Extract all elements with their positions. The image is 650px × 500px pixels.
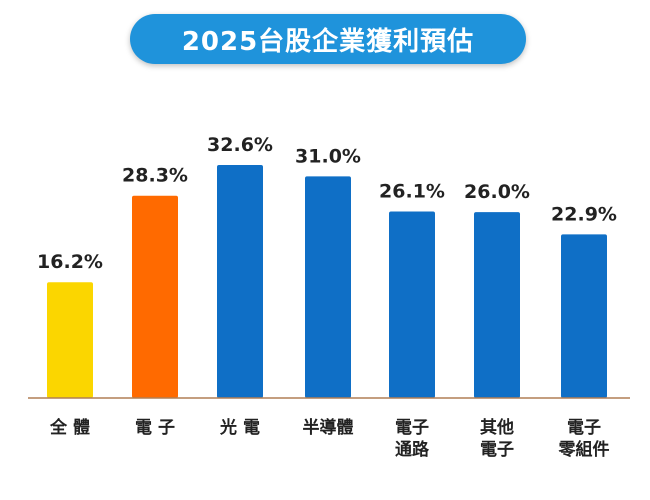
data-label-1: 16.2% — [37, 251, 103, 273]
category-label-7-line-2: 零組件 — [558, 439, 610, 460]
data-label-7: 22.9% — [551, 203, 617, 225]
bar-7 — [561, 234, 607, 398]
data-label-3: 32.6% — [207, 134, 273, 156]
data-label-5: 26.1% — [379, 180, 445, 202]
data-label-4: 31.0% — [295, 145, 361, 167]
category-label-6-line-1: 其他 — [480, 417, 514, 438]
category-label-1: 全 體 — [49, 417, 90, 438]
bar-4 — [305, 176, 351, 398]
chart-title-banner: 2025台股企業獲利預估 — [130, 14, 526, 64]
category-label-7-line-1: 電子 — [567, 418, 601, 438]
category-label-6-line-2: 電子 — [480, 440, 514, 460]
bar-6 — [474, 212, 520, 398]
category-label-2: 電 子 — [135, 418, 175, 438]
category-label-5-line-2: 通路 — [395, 439, 430, 460]
data-label-6: 26.0% — [464, 181, 530, 203]
category-label-3: 光 電 — [219, 417, 260, 438]
category-label-5-line-1: 電子 — [395, 418, 429, 438]
bar-3 — [217, 165, 263, 398]
chart-title: 2025台股企業獲利預估 — [181, 26, 475, 57]
bar-1 — [47, 282, 93, 398]
bar-2 — [132, 195, 178, 398]
bar-5 — [389, 211, 435, 398]
category-label-4: 半導體 — [303, 417, 354, 438]
data-label-2: 28.3% — [122, 165, 188, 187]
